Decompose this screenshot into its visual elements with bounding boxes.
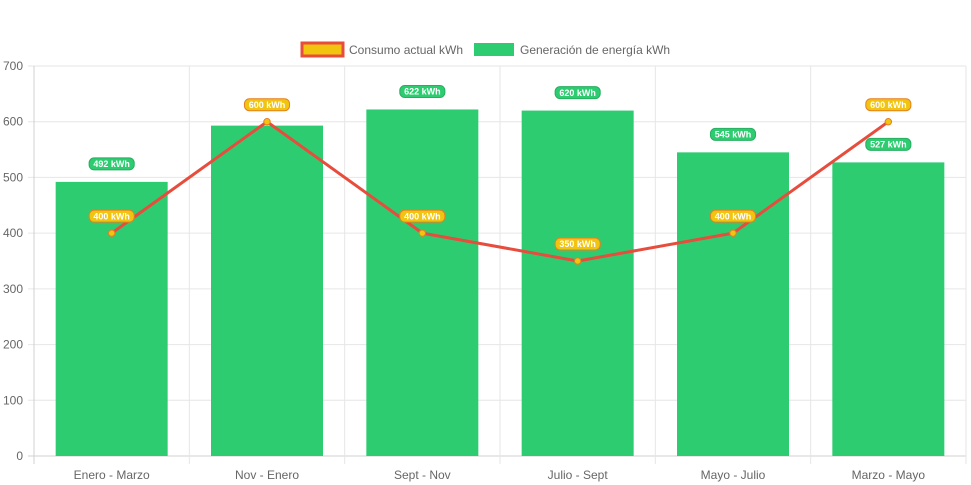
consumption-line	[107, 118, 893, 265]
bar-data-label-bg	[88, 157, 135, 171]
bar-data-label: 545 kWh	[709, 127, 757, 141]
line-data-label: 600 kWh	[865, 98, 912, 112]
bar-data-label-text: 527 kWh	[870, 140, 907, 150]
bar-data-label: 620 kWh	[554, 86, 601, 100]
y-axis-ticks: 0 100 200 300 400 500 600 700	[3, 59, 23, 463]
line-data-label-text: 350 kWh	[559, 239, 596, 249]
x-tick-label: Sept - Nov	[394, 468, 451, 482]
bar[interactable]	[366, 109, 479, 456]
bar[interactable]	[211, 125, 323, 456]
legend-swatch-consumo[interactable]	[300, 41, 345, 58]
x-tick-label: Enero - Marzo	[74, 468, 150, 482]
line-data-label-bg	[554, 237, 601, 251]
x-tick-label: Marzo - Mayo	[852, 468, 926, 482]
legend: Consumo actual kWh Generación de energía…	[300, 41, 670, 58]
y-tick-label: 100	[3, 393, 23, 407]
x-tick-label: Nov - Enero	[235, 468, 299, 482]
bar-data-label-bg	[865, 137, 912, 151]
line-data-label: 400 kWh	[88, 209, 135, 223]
bar[interactable]	[521, 110, 634, 457]
line-data-label-text: 600 kWh	[870, 100, 907, 110]
line-point[interactable]	[263, 118, 271, 126]
bar-data-label: 527 kWh	[865, 137, 912, 151]
line-data-label: 350 kWh	[554, 237, 601, 251]
line-data-label-text: 600 kWh	[249, 100, 286, 110]
line-data-label: 400 kWh	[399, 209, 446, 223]
bar-data-label-text: 620 kWh	[559, 88, 596, 98]
legend-label-generacion[interactable]: Generación de energía kWh	[520, 43, 670, 57]
bar[interactable]	[55, 181, 168, 456]
line-labels: 400 kWh 600 kWh 400 kWh 350 kWh 400 kWh 600 k…	[88, 98, 912, 251]
grid	[28, 65, 967, 464]
x-tick-label: Julio - Sept	[548, 468, 609, 482]
y-tick-label: 200	[3, 338, 23, 352]
line-data-label-bg	[399, 209, 446, 223]
x-axis-ticks: Enero - Marzo Nov - Enero Sept - Nov Julio …	[74, 468, 926, 482]
line-data-label-text: 400 kWh	[715, 211, 752, 221]
bar-data-label-text: 622 kWh	[404, 87, 441, 97]
bar-data-label-bg	[709, 127, 757, 141]
bar-data-label: 492 kWh	[88, 157, 135, 171]
y-tick-label: 600	[3, 115, 23, 129]
line-data-label-text: 400 kWh	[93, 211, 130, 221]
bar-data-label-bg	[399, 84, 446, 98]
y-tick-label: 500	[3, 170, 23, 184]
line-data-label-bg	[709, 209, 757, 223]
line-data-label: 600 kWh	[243, 98, 291, 112]
y-tick-label: 300	[3, 282, 23, 296]
line-point[interactable]	[573, 257, 582, 265]
legend-swatch-generacion[interactable]	[474, 43, 514, 56]
line-data-label-text: 400 kWh	[404, 211, 441, 221]
line-point[interactable]	[729, 229, 737, 237]
line-data-label-bg	[243, 98, 291, 112]
y-tick-label: 400	[3, 226, 23, 240]
bar-data-label-bg	[554, 86, 601, 100]
y-tick-label: 700	[3, 59, 23, 73]
line-point[interactable]	[107, 229, 116, 237]
x-tick-label: Mayo - Julio	[701, 468, 766, 482]
bar-data-label-text: 545 kWh	[715, 130, 752, 140]
line-data-label-bg	[88, 209, 135, 223]
legend-label-consumo[interactable]: Consumo actual kWh	[349, 43, 463, 57]
line-data-label: 400 kWh	[709, 209, 757, 223]
line-point[interactable]	[884, 118, 893, 126]
line-point[interactable]	[418, 229, 427, 237]
bars	[55, 109, 945, 457]
bar[interactable]	[832, 162, 945, 456]
bar-labels: 492 kWh 622 kWh 620 kWh 545 kWh 527 kWh	[88, 84, 912, 171]
y-tick-label: 0	[16, 449, 23, 463]
line-data-label-bg	[865, 98, 912, 112]
bar[interactable]	[677, 152, 789, 456]
consumption-line-path	[110, 120, 890, 263]
bar-data-label: 622 kWh	[399, 84, 446, 98]
bar-data-label-text: 492 kWh	[93, 159, 130, 169]
